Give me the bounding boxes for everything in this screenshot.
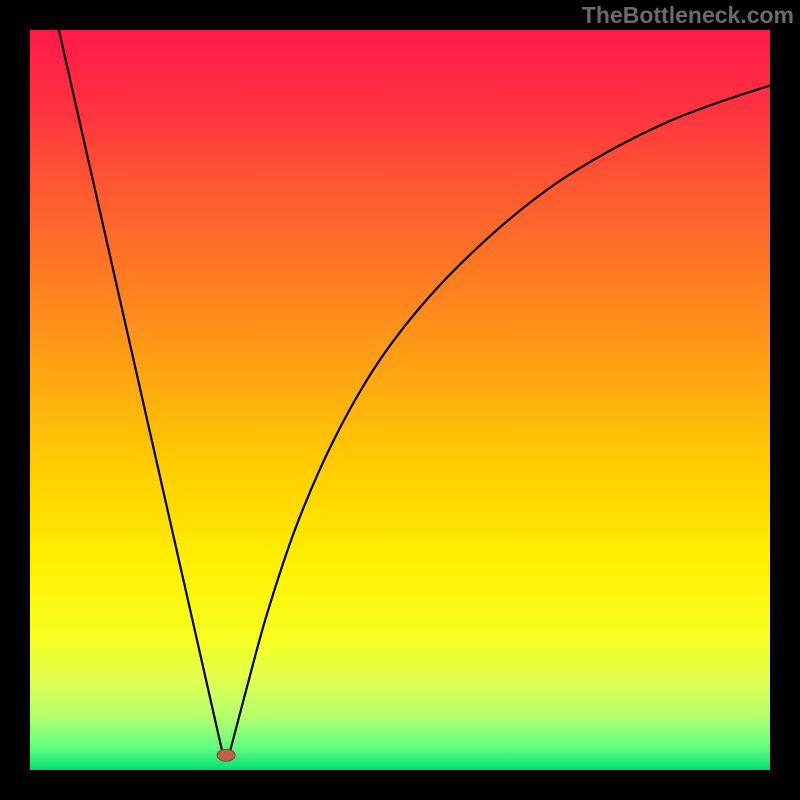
chart-svg	[0, 0, 800, 800]
watermark-text: TheBottleneck.com	[582, 2, 794, 29]
optimal-point-marker	[217, 749, 235, 761]
plot-background-gradient	[30, 30, 770, 770]
bottleneck-chart: TheBottleneck.com	[0, 0, 800, 800]
